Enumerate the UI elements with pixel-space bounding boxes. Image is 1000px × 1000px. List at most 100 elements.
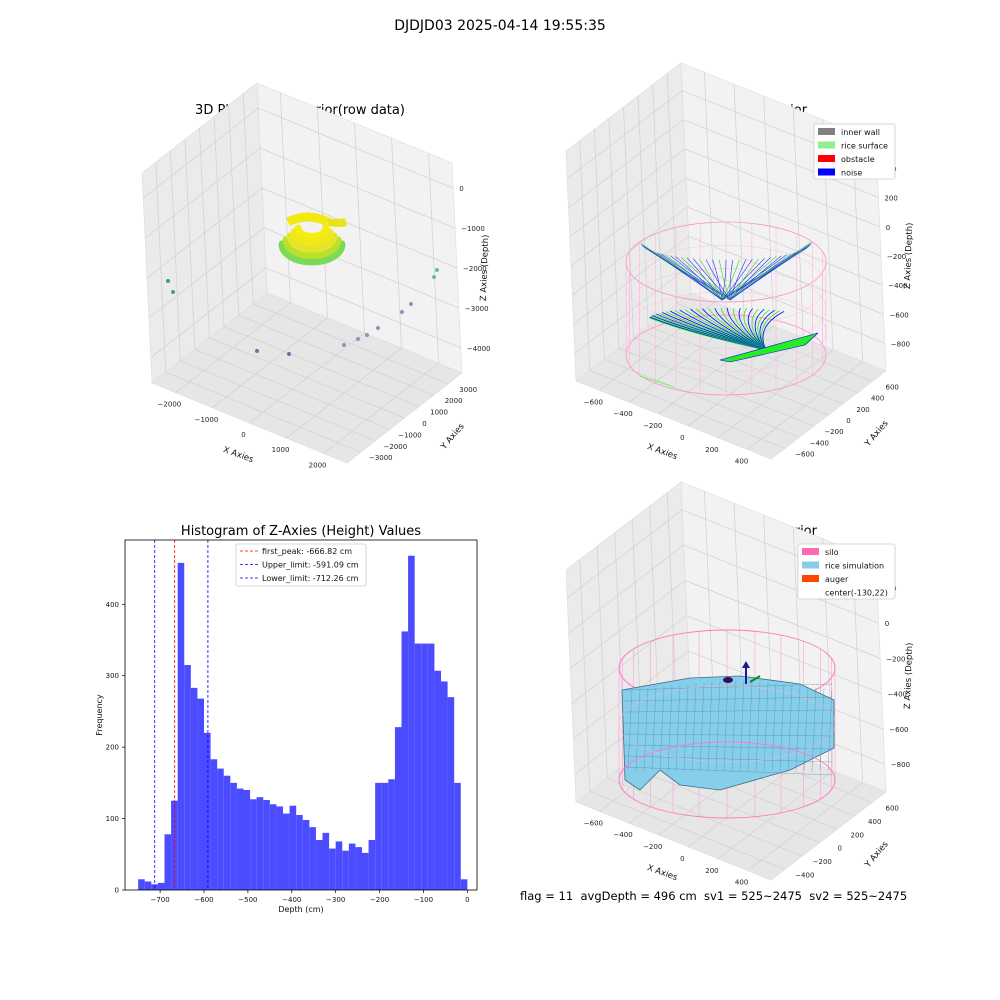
histogram-bar	[283, 813, 290, 890]
legend-swatch	[802, 575, 819, 582]
x-tick-label: −300	[326, 896, 345, 904]
histogram-axes: −700 −600 −500 −400 −300 −200 −100 0 0 100 200 300 4…	[95, 539, 478, 914]
histogram-bar	[329, 848, 336, 890]
data-point	[342, 343, 346, 347]
z-tick-label: −4000	[467, 345, 491, 353]
histogram-bar	[217, 768, 224, 890]
legend-swatch	[802, 548, 819, 555]
gridline	[265, 267, 461, 349]
surface-mesh	[811, 687, 817, 773]
gridline	[566, 509, 683, 599]
z-tick-label: 0	[886, 224, 890, 232]
y-tick-label: 200	[106, 744, 119, 752]
gridline	[579, 559, 591, 792]
gridline	[209, 337, 405, 419]
histogram-bar	[388, 779, 395, 890]
x-tick-label: −200	[370, 896, 389, 904]
x-tick-label: −600	[194, 896, 213, 904]
histogram-bar	[368, 840, 376, 890]
y-tick-label: 300	[106, 672, 119, 680]
x-tick-label: −600	[584, 819, 603, 827]
plot-frame	[124, 539, 478, 891]
surface-mesh	[623, 709, 833, 713]
x-tick-label: 0	[465, 896, 469, 904]
x-tick-label: −1000	[195, 416, 219, 424]
data-point	[432, 275, 436, 279]
legend-label: center(-130,22)	[825, 589, 888, 598]
gridline	[604, 358, 800, 438]
surface-mesh	[723, 680, 729, 771]
z-tick-label: −600	[890, 311, 909, 319]
point-cloud-arc	[278, 240, 346, 266]
noise-streak	[729, 259, 734, 301]
noise-streak	[718, 259, 731, 301]
gridline	[686, 615, 882, 694]
panel1-axes: −2000−1000010002000−3000−2000−1000010002…	[141, 82, 491, 469]
figure-title: DJDJD03 2025-04-14 19:55:35	[394, 18, 606, 34]
histogram-bar	[144, 881, 152, 890]
y-tick-label: 400	[871, 395, 884, 403]
noise-streak	[640, 243, 731, 301]
surface-mesh	[691, 683, 697, 773]
surface-mesh	[731, 679, 737, 772]
gridline	[142, 107, 259, 199]
gridline	[687, 206, 883, 286]
y-tick-label: 0	[846, 417, 850, 425]
point-cloud-arc	[327, 218, 347, 227]
gridline	[688, 758, 804, 848]
z-tick-label: −200	[886, 655, 905, 663]
x-tick-label: −600	[584, 398, 603, 406]
gridline	[150, 267, 267, 359]
noise-streak	[712, 259, 723, 301]
gridline	[689, 265, 885, 344]
x-tick-label: −500	[238, 896, 257, 904]
gridline	[148, 227, 265, 319]
gridline	[573, 235, 689, 325]
histogram-bar	[414, 643, 422, 890]
point-cloud-arc	[282, 236, 342, 260]
gridline	[717, 770, 834, 860]
z-tick-label: −400	[888, 691, 907, 699]
y-tick-label: 200	[856, 406, 869, 414]
histogram-bar	[381, 782, 389, 890]
legend-swatch	[818, 155, 835, 162]
gridline	[647, 325, 844, 405]
surface-mesh	[803, 686, 809, 772]
noise-streak	[686, 257, 723, 301]
z-tick-label: −1000	[461, 225, 485, 233]
gridline	[568, 544, 684, 634]
data-point	[356, 337, 360, 341]
histogram-bar	[177, 562, 185, 890]
histogram-bar	[342, 850, 349, 890]
z-tick-label: −2000	[463, 265, 487, 273]
y-tick-label: 400	[106, 601, 119, 609]
z-axis-label: Z Axies (Depth)	[903, 222, 915, 289]
histogram-bar	[447, 697, 455, 890]
gridline	[677, 303, 873, 382]
x-axis-label: X Axies	[646, 863, 679, 883]
histogram-bar	[250, 799, 257, 890]
legend-label: rice surface	[841, 142, 888, 151]
point-cloud-arc	[294, 224, 330, 240]
noise-streak	[729, 258, 759, 301]
auger-arrow-head	[742, 661, 750, 668]
histogram-bar	[362, 852, 369, 890]
histogram-bar	[276, 806, 284, 890]
noise-streak	[670, 255, 731, 301]
histogram-bar	[236, 788, 244, 890]
surface-mesh	[623, 733, 833, 737]
histogram-bar	[190, 687, 198, 890]
gridline	[589, 370, 785, 449]
panel3-title: Histogram of Z-Axies (Height) Values	[180, 524, 422, 539]
data-point	[376, 326, 380, 330]
histogram-bar	[157, 882, 165, 890]
panel4-axes: −600−400−2000200400−400−2000200400600200…	[565, 481, 915, 887]
x-tick-label: −400	[282, 896, 301, 904]
x-tick-label: 200	[705, 446, 718, 454]
gridline	[194, 349, 391, 430]
histogram-bar	[184, 665, 191, 890]
gridline	[146, 187, 263, 279]
gridline	[624, 764, 820, 844]
surface-mesh	[747, 681, 753, 771]
